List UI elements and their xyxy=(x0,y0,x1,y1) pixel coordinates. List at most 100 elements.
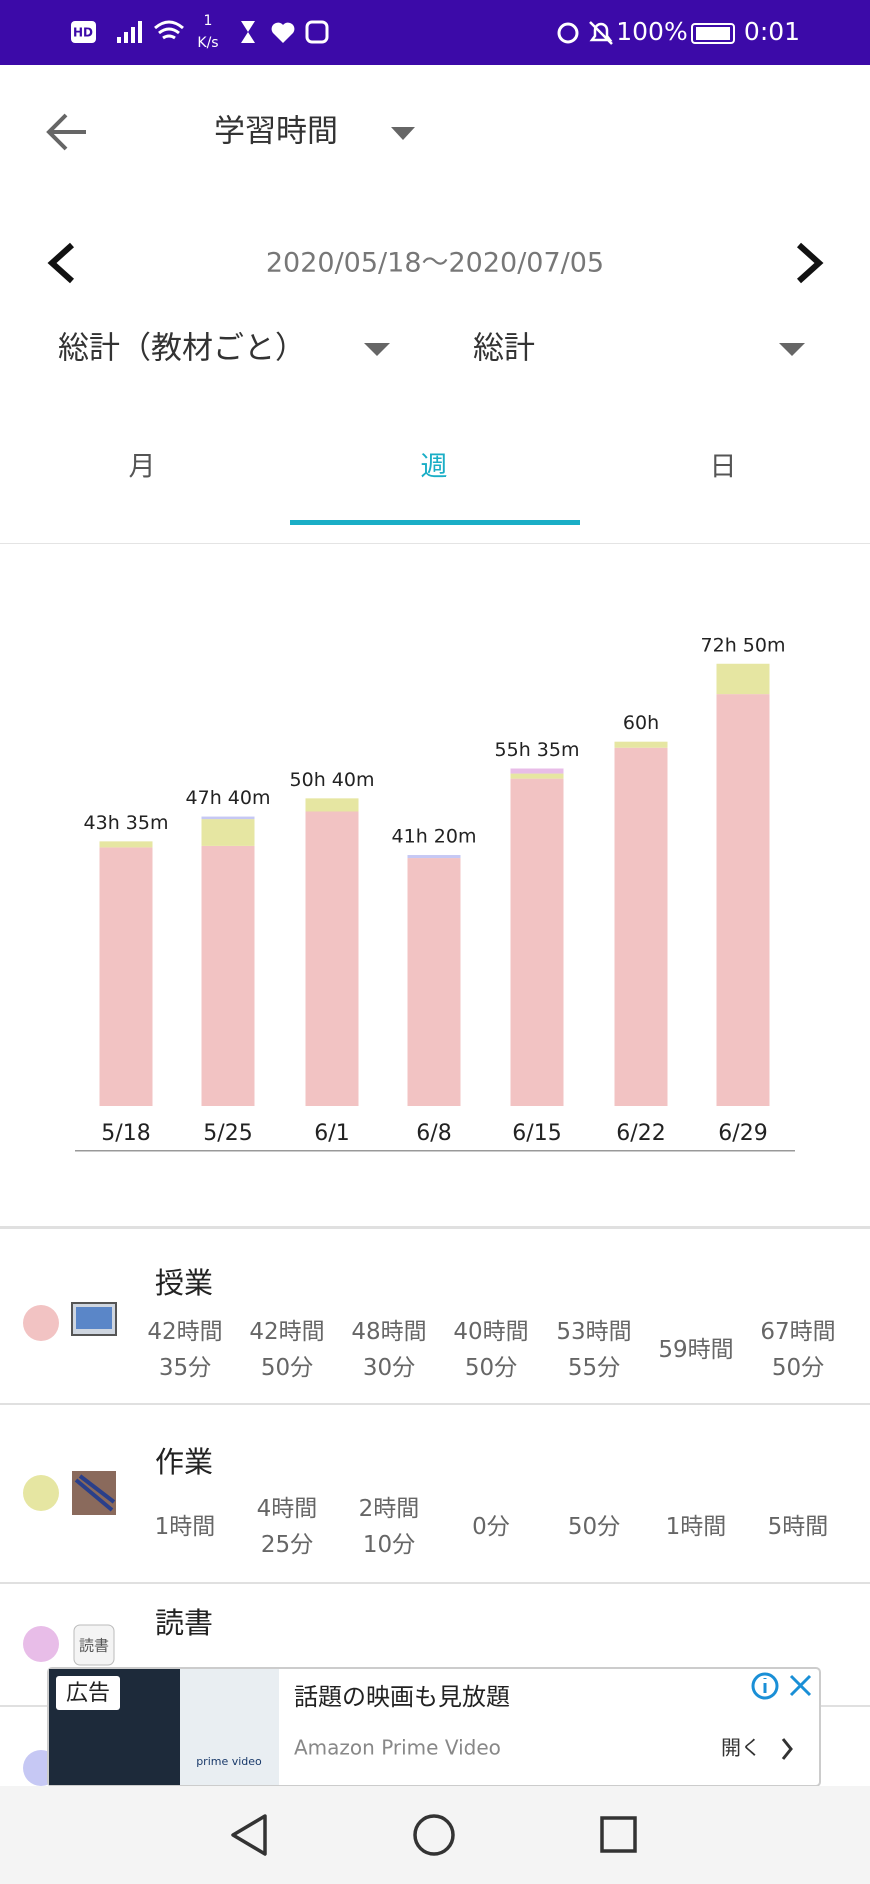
ad-source: Amazon Prime Video xyxy=(294,1736,501,1760)
signal-icon xyxy=(117,21,142,43)
bar-segment xyxy=(201,845,255,1106)
group-dropdown[interactable] xyxy=(364,343,390,356)
bar-segment xyxy=(305,798,359,812)
ad-close[interactable] xyxy=(789,1674,812,1697)
series-value: 0分 xyxy=(472,1514,510,1540)
ad-info[interactable] xyxy=(751,1672,779,1700)
series-value: 53時間 55分 xyxy=(556,1319,631,1381)
total-dropdown[interactable] xyxy=(779,343,805,356)
series-dot xyxy=(23,1626,59,1662)
chart: 43h 35m 5/18 47h 40m 5/25 50h 40m 6/1 41h 20m 6… xyxy=(84,634,786,1146)
tabs: 月週日 xyxy=(129,452,737,483)
bar-segment xyxy=(305,811,359,1106)
series-dot xyxy=(23,1305,59,1341)
speed-unit: K/s xyxy=(197,35,218,51)
total-label: 72h 50m xyxy=(701,634,786,656)
divider xyxy=(0,543,870,544)
bar-segment xyxy=(716,663,770,695)
series-value: 1時間 xyxy=(666,1514,727,1540)
total-label: 50h 40m xyxy=(290,769,375,791)
hd-badge xyxy=(71,21,96,43)
tab[interactable]: 日 xyxy=(710,452,737,483)
series-icon-pens xyxy=(74,1474,116,1512)
bar-segment xyxy=(510,778,564,1106)
tab[interactable]: 月 xyxy=(129,452,156,483)
series-name[interactable]: 授業 xyxy=(155,1266,213,1300)
hd-text: HD xyxy=(73,26,93,40)
series-value: 42時間 35分 xyxy=(147,1319,222,1381)
x-tick-label: 6/15 xyxy=(512,1121,561,1146)
hourglass-icon xyxy=(241,21,255,43)
back-button[interactable] xyxy=(46,113,86,151)
nav-recent[interactable] xyxy=(600,1816,637,1853)
battery-level xyxy=(696,27,730,40)
clock: 0:01 xyxy=(744,17,800,46)
series-value: 2時間 10分 xyxy=(359,1496,420,1558)
ad-headline[interactable]: 話題の映画も見放題 xyxy=(294,1683,510,1711)
x-tick-label: 6/1 xyxy=(314,1121,349,1146)
speed-value: 1 xyxy=(204,13,213,29)
page-title[interactable]: 学習時間 xyxy=(214,114,338,150)
ad-banner[interactable]: 広告 prime video 話題の映画も見放題 Amazon Prime Vi… xyxy=(47,1667,821,1787)
bar-segment xyxy=(201,816,255,820)
series-value: 50分 xyxy=(568,1514,620,1540)
bar-segment xyxy=(407,855,461,859)
x-axis xyxy=(75,1150,795,1152)
series-value: 42時間 50分 xyxy=(249,1319,324,1381)
bar-segment xyxy=(407,858,461,1106)
x-tick-label: 5/18 xyxy=(101,1121,150,1146)
series-value: 1時間 xyxy=(155,1514,216,1540)
series-icon-text: 読書 xyxy=(79,1637,109,1655)
bar-segment xyxy=(99,841,153,848)
series-icon-screen xyxy=(76,1307,112,1329)
alarm-icon xyxy=(557,22,579,44)
ad-image-panel xyxy=(180,1669,279,1785)
series-value: 5時間 xyxy=(768,1514,829,1540)
battery-percent: 100% xyxy=(616,17,687,46)
ad-badge-bg xyxy=(56,1676,120,1710)
total-label: 43h 35m xyxy=(84,812,169,834)
ad-chevron[interactable] xyxy=(781,1738,793,1760)
nav-home[interactable] xyxy=(413,1814,455,1856)
status-bar xyxy=(0,0,870,65)
divider xyxy=(0,1226,870,1229)
series-value: 48時間 30分 xyxy=(351,1319,426,1381)
battery-icon xyxy=(691,23,735,44)
bar-segment xyxy=(614,741,668,748)
row-divider xyxy=(0,1403,870,1405)
wifi-icon xyxy=(154,20,184,40)
nav-back[interactable] xyxy=(231,1814,267,1856)
total-select[interactable]: 総計 xyxy=(473,331,535,367)
tab-indicator xyxy=(290,520,580,525)
x-tick-label: 6/8 xyxy=(416,1121,451,1146)
bar-segment xyxy=(510,768,564,774)
prev-button[interactable] xyxy=(47,242,75,284)
x-tick-label: 5/25 xyxy=(203,1121,252,1146)
ad-image-text: prime video xyxy=(196,1755,262,1768)
total-label: 47h 40m xyxy=(186,787,271,809)
series-name[interactable]: 作業 xyxy=(155,1445,213,1479)
ad-action[interactable]: 開く xyxy=(721,1736,761,1760)
row-divider xyxy=(0,1582,870,1584)
series-name[interactable]: 読書 xyxy=(155,1606,213,1640)
mute-icon xyxy=(589,21,613,45)
next-button[interactable] xyxy=(796,242,824,284)
bar-segment xyxy=(716,694,770,1106)
title-dropdown[interactable] xyxy=(391,127,415,140)
ad-badge: 広告 xyxy=(66,1681,110,1706)
heart-icon xyxy=(271,22,295,43)
bar-segment xyxy=(201,819,255,846)
series-value: 59時間 xyxy=(658,1337,733,1363)
x-tick-label: 6/29 xyxy=(718,1121,767,1146)
tab[interactable]: 週 xyxy=(421,452,448,483)
series-icon xyxy=(73,1624,115,1666)
bar-segment xyxy=(99,847,153,1106)
group-select[interactable]: 総計（教材ごと） xyxy=(58,331,306,367)
instagram-icon xyxy=(305,20,329,44)
date-range: 2020/05/18〜2020/07/05 xyxy=(266,248,604,279)
total-label: 60h xyxy=(623,712,659,734)
bar-segment xyxy=(614,747,668,1106)
total-label: 55h 35m xyxy=(495,739,580,761)
